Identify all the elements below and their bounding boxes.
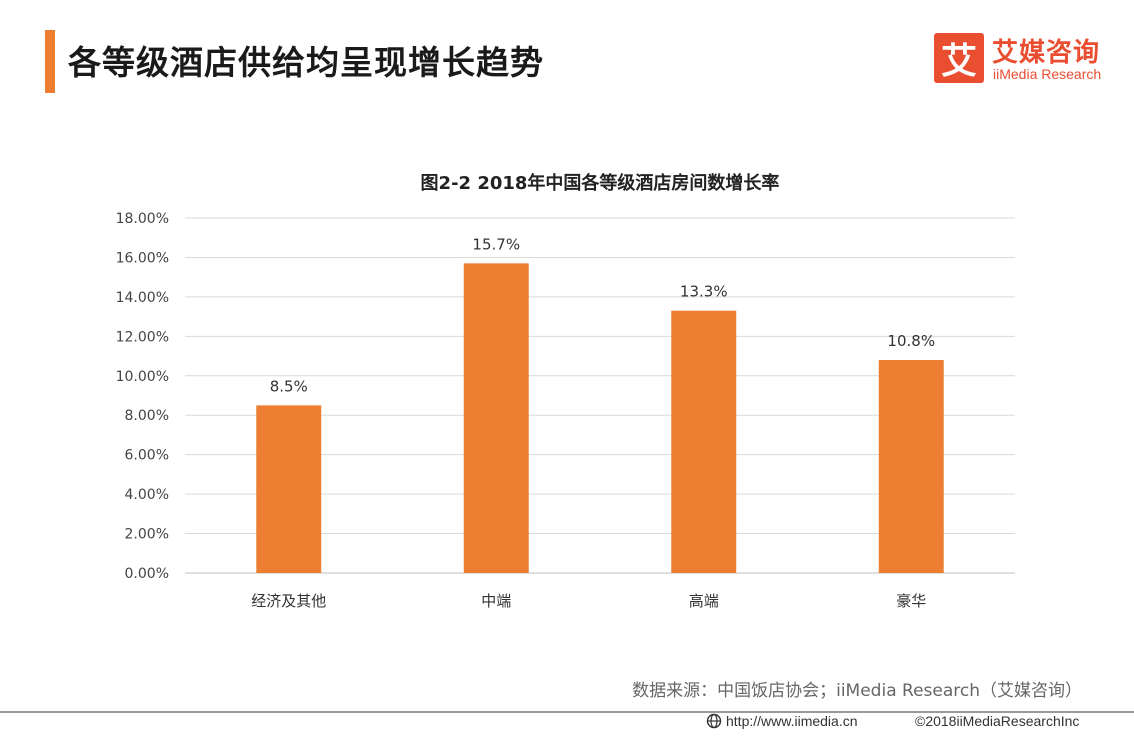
bar (256, 405, 322, 573)
brand-logo: 艾 艾媒咨询 iiMedia Research (934, 33, 1114, 85)
y-tick-label: 8.00% (125, 408, 169, 424)
x-tick-label: 经济及其他 (251, 592, 326, 610)
footer-url[interactable]: http://www.iimedia.cn (706, 713, 858, 729)
chart-title: 图2-2 2018年中国各等级酒店房间数增长率 (421, 172, 780, 194)
x-tick-label: 中端 (481, 592, 511, 610)
title-accent-bar (45, 30, 55, 93)
y-tick-label: 0.00% (125, 566, 169, 582)
y-tick-label: 16.00% (116, 250, 169, 266)
logo-mark: 艾 (934, 33, 984, 83)
y-tick-label: 6.00% (125, 448, 169, 464)
footer-url-text[interactable]: http://www.iimedia.cn (726, 713, 858, 729)
y-tick-label: 12.00% (116, 329, 169, 345)
page-title: 各等级酒店供给均呈现增长趋势 (68, 43, 544, 82)
data-label: 13.3% (680, 283, 728, 301)
globe-icon (706, 713, 722, 729)
data-label: 8.5% (270, 377, 308, 395)
source-note: 数据来源：中国饭店协会；iiMedia Research（艾媒咨询） (632, 681, 1082, 701)
footer-copyright: ©2018iiMediaResearchInc (915, 713, 1080, 729)
data-label: 10.8% (887, 332, 935, 350)
bar (463, 263, 529, 573)
bar (878, 360, 944, 573)
x-tick-label: 高端 (689, 592, 719, 610)
x-tick-label: 豪华 (896, 592, 926, 610)
logo-name-en: iiMedia Research (993, 66, 1102, 82)
bar-chart: 图2-2 2018年中国各等级酒店房间数增长率 0.00% 2.00% 4.00% 6.… (116, 172, 1015, 610)
footer-divider (0, 711, 1134, 713)
y-tick-label: 10.00% (116, 369, 169, 385)
data-label: 15.7% (472, 235, 520, 253)
logo-name-cn: 艾媒咨询 (992, 38, 1101, 68)
y-tick-label: 2.00% (125, 527, 169, 543)
bar (671, 310, 737, 573)
y-tick-label: 4.00% (125, 487, 169, 503)
y-tick-label: 14.00% (116, 290, 169, 306)
y-tick-label: 18.00% (116, 211, 169, 227)
